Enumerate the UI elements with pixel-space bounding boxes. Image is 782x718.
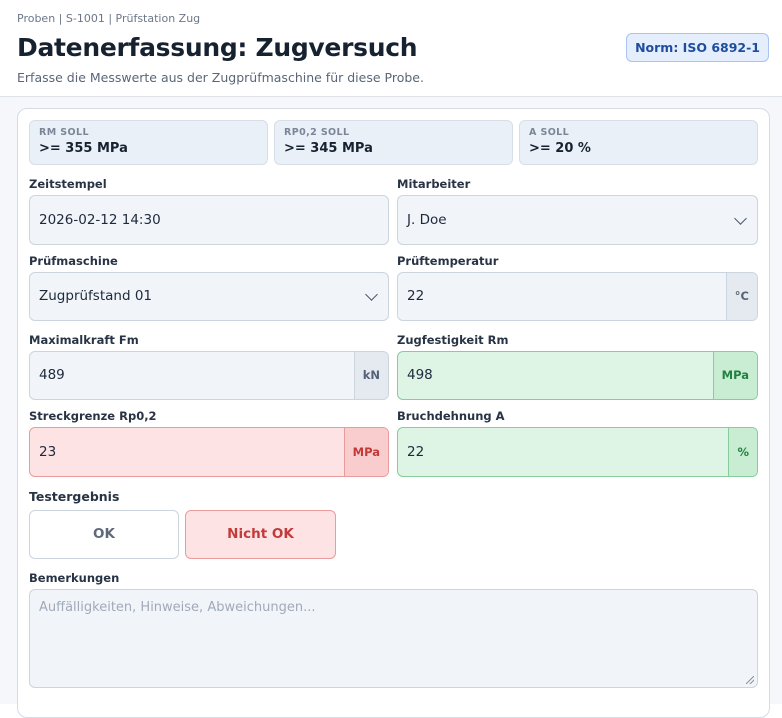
timestamp-label: Zeitstempel [29, 177, 107, 191]
result-label: Testergebnis [29, 489, 120, 504]
spec-a: A SOLL >= 20 % [519, 120, 758, 165]
page-header: Proben | S-1001 | Prüfstation Zug Datene… [0, 0, 782, 97]
operator-select[interactable]: J. Doe [397, 195, 758, 245]
page-subtitle: Erfasse die Messwerte aus der Zugprüfmas… [17, 70, 424, 85]
remarks-textarea[interactable]: Auffälligkeiten, Hinweise, Abweichungen.… [29, 589, 758, 688]
elongation-value: 22 [407, 444, 425, 460]
spec-rm-label: RM SOLL [39, 127, 89, 138]
max-force-unit: kN [353, 352, 388, 399]
max-force-value: 489 [39, 367, 65, 383]
timestamp-value: 2026-02-12 14:30 [39, 212, 161, 228]
result-ok-button[interactable]: OK [29, 510, 179, 559]
timestamp-input[interactable]: 2026-02-12 14:30 [29, 195, 389, 245]
yield-strength-label: Streckgrenze Rp0,2 [29, 409, 157, 423]
chevron-down-icon [734, 212, 747, 225]
temperature-label: Prüftemperatur [397, 254, 499, 268]
temperature-value: 22 [407, 288, 425, 304]
elongation-input[interactable]: 22 % [397, 427, 758, 477]
operator-label: Mitarbeiter [397, 177, 471, 191]
tensile-strength-input[interactable]: 498 MPa [397, 351, 758, 400]
spec-rm-value: >= 355 MPa [39, 141, 128, 156]
result-not-ok-button[interactable]: Nicht OK [185, 510, 336, 559]
temperature-unit: °C [725, 273, 757, 320]
spec-rp02-label: RP0,2 SOLL [284, 127, 350, 138]
yield-strength-value: 23 [39, 444, 57, 460]
spec-rp02: RP0,2 SOLL >= 345 MPa [274, 120, 513, 165]
tensile-strength-value: 498 [407, 367, 433, 383]
page-title: Datenerfassung: Zugversuch [17, 33, 418, 62]
operator-value: J. Doe [407, 212, 447, 228]
tensile-strength-unit: MPa [712, 352, 757, 399]
yield-strength-unit: MPa [343, 428, 388, 476]
elongation-unit: % [728, 428, 757, 476]
machine-select[interactable]: Zugprüfstand 01 [29, 272, 389, 321]
elongation-label: Bruchdehnung A [397, 409, 505, 423]
temperature-input[interactable]: 22 °C [397, 272, 758, 321]
spec-rm: RM SOLL >= 355 MPa [29, 120, 268, 165]
spec-a-value: >= 20 % [529, 141, 591, 156]
machine-value: Zugprüfstand 01 [39, 288, 152, 304]
spec-rp02-value: >= 345 MPa [284, 141, 373, 156]
spec-a-label: A SOLL [529, 127, 570, 138]
norm-badge: Norm: ISO 6892-1 [626, 33, 769, 62]
breadcrumb[interactable]: Proben | S-1001 | Prüfstation Zug [17, 12, 201, 25]
remarks-placeholder: Auffälligkeiten, Hinweise, Abweichungen.… [39, 600, 316, 615]
resize-handle-icon[interactable] [746, 676, 754, 684]
max-force-input[interactable]: 489 kN [29, 351, 389, 400]
yield-strength-input[interactable]: 23 MPa [29, 427, 389, 477]
max-force-label: Maximalkraft Fm [29, 333, 139, 347]
machine-label: Prüfmaschine [29, 254, 118, 268]
chevron-down-icon [365, 288, 378, 301]
tensile-strength-label: Zugfestigkeit Rm [397, 333, 509, 347]
remarks-label: Bemerkungen [29, 571, 120, 585]
